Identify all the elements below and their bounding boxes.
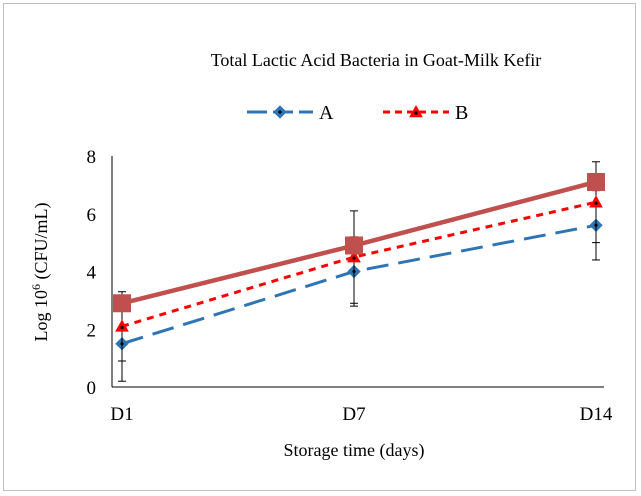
y-tick-label: 6: [87, 205, 97, 226]
legend-marker-center: [414, 111, 418, 115]
data-point: [347, 250, 361, 263]
x-axis-label: Storage time (days): [284, 440, 425, 461]
series-line: [121, 200, 597, 328]
series-unlabeled: [113, 172, 605, 313]
chart-frame: Total Lactic Acid Bacteria in Goat-Milk …: [3, 3, 636, 491]
y-axis-label-superscript: 6: [29, 284, 43, 290]
x-tick-label: D14: [580, 404, 613, 425]
data-point: [113, 294, 131, 313]
y-axis-label-prefix: Log 10: [31, 290, 51, 342]
legend-item-B: B: [383, 102, 468, 124]
axes: [111, 156, 604, 388]
data-point-center: [120, 325, 124, 329]
legend-label: B: [455, 102, 468, 124]
y-tick-labels: 0 2 4 6 8: [87, 147, 97, 399]
data-point-center: [352, 256, 356, 260]
legend-marker-center: [278, 110, 282, 114]
y-tick-label: 0: [87, 378, 97, 399]
x-tick-labels: D1 D7 D14: [110, 404, 612, 425]
y-tick-label: 2: [87, 320, 97, 341]
data-point: [587, 172, 605, 191]
x-tick-label: D1: [110, 404, 133, 425]
y-tick-label: 8: [87, 147, 97, 168]
x-tick-label: D7: [342, 404, 365, 425]
legend-item-A: A: [247, 102, 334, 124]
series-B: [115, 161, 603, 362]
y-axis-label: Log 106 (CFU/mL): [29, 202, 52, 341]
chart-title: Total Lactic Acid Bacteria in Goat-Milk …: [211, 50, 542, 70]
data-point-center: [594, 201, 598, 205]
y-axis-label-suffix: (CFU/mL): [31, 202, 52, 284]
line-chart: Total Lactic Acid Bacteria in Goat-Milk …: [29, 50, 613, 461]
legend-label: A: [319, 102, 334, 124]
y-tick-label: 4: [87, 263, 97, 284]
data-point: [345, 236, 363, 255]
series-group: [113, 161, 605, 382]
